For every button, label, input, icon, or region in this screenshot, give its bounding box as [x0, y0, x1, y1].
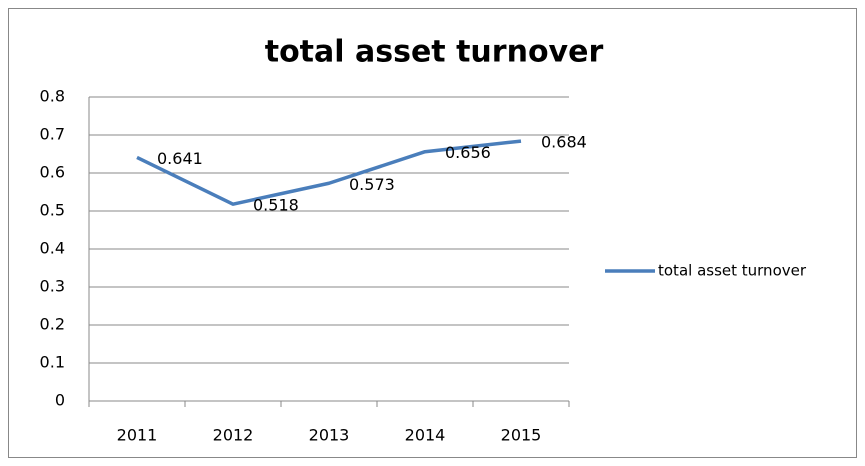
- legend-label: total asset turnover: [658, 262, 807, 280]
- y-tick-label: 0.8: [40, 87, 65, 106]
- x-tick-label: 2011: [117, 426, 158, 445]
- x-tick-label: 2014: [405, 426, 446, 445]
- y-tick-label: 0.4: [40, 239, 65, 258]
- y-tick-label: 0.2: [40, 315, 65, 334]
- series-line: [136, 139, 522, 206]
- data-label: 0.573: [349, 175, 395, 194]
- x-tick-label: 2015: [501, 426, 542, 445]
- data-label: 0.641: [157, 149, 203, 168]
- data-label: 0.656: [445, 143, 491, 162]
- y-tick-label: 0: [55, 391, 65, 410]
- data-label: 0.518: [253, 196, 299, 215]
- chart-border: [8, 8, 857, 458]
- y-tick-label: 0.1: [40, 353, 65, 372]
- x-tick-label: 2013: [309, 426, 350, 445]
- y-tick-label: 0.3: [40, 277, 65, 296]
- y-tick-label: 0.5: [40, 201, 65, 220]
- data-label: 0.684: [541, 133, 587, 152]
- y-tick-label: 0.7: [40, 125, 65, 144]
- chart-title: total asset turnover: [265, 35, 604, 70]
- y-tick-label: 0.6: [40, 163, 65, 182]
- x-tick-label: 2012: [213, 426, 254, 445]
